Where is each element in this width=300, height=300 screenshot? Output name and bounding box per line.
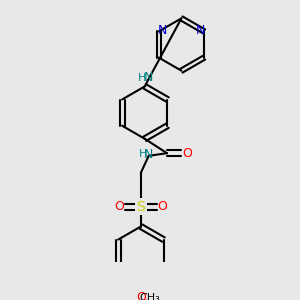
Text: CH₃: CH₃ <box>140 293 160 300</box>
Text: O: O <box>114 200 124 213</box>
Text: N: N <box>144 148 153 161</box>
Text: O: O <box>136 291 146 300</box>
Text: H: H <box>138 73 146 83</box>
Text: O: O <box>158 200 167 213</box>
Text: H: H <box>139 149 147 160</box>
Text: S: S <box>136 200 145 214</box>
Text: N: N <box>143 71 153 84</box>
Text: N: N <box>158 24 167 37</box>
Text: N: N <box>196 24 205 37</box>
Text: O: O <box>182 147 192 160</box>
